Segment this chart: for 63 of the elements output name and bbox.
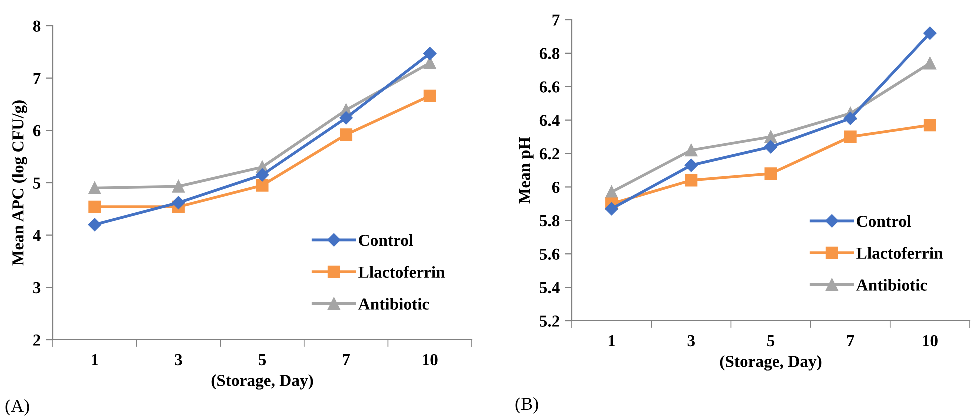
point (924, 26, 937, 40)
point (256, 179, 269, 192)
point (924, 57, 936, 70)
y-tick-label: 4 (33, 230, 41, 242)
point (424, 47, 437, 60)
legend-label: Antibiotic (856, 279, 928, 291)
y-axis-title: Mean APC (log CFU/g) (12, 100, 28, 266)
point (172, 196, 186, 210)
y-tick-label: 3 (33, 282, 41, 294)
point (88, 200, 102, 214)
x-tick-label: 1 (92, 354, 98, 366)
point (88, 218, 102, 232)
point (764, 130, 778, 144)
y-tick-label: 6 (552, 182, 560, 194)
point (685, 174, 698, 187)
point (685, 144, 698, 157)
y-tick-label: 6 (33, 125, 41, 137)
text: (A) (6, 399, 30, 416)
y-tick-label: 6.6 (540, 82, 560, 93)
x-tick-label: 10 (923, 335, 938, 347)
x-axis-title: (Storage, Day) (212, 374, 314, 390)
point (684, 158, 698, 172)
point (764, 168, 778, 180)
y-axis-title: Mean pH (519, 137, 534, 204)
y-tick-label: 8 (33, 20, 41, 32)
y-tick-label: 5.6 (540, 248, 560, 260)
y-tick-label: 6.8 (540, 48, 560, 60)
y-tick-label: 7 (34, 73, 41, 84)
point (424, 90, 436, 102)
point (764, 140, 778, 154)
point (844, 130, 857, 144)
legend-label: Control (857, 215, 912, 228)
x-tick-label: 5 (259, 354, 266, 366)
point (605, 202, 618, 216)
point (340, 128, 353, 142)
y-tick-label: 5.8 (540, 215, 560, 227)
x-tick-label: 5 (768, 336, 775, 347)
point (924, 119, 936, 132)
legend-label: Llactoferrin (358, 266, 446, 278)
text: (B) (516, 397, 538, 414)
y-tick-label: 6.2 (540, 148, 560, 160)
point (606, 186, 618, 198)
x-tick-label: 3 (688, 335, 695, 347)
legend-label: Llactoferrin (856, 247, 944, 260)
point (256, 168, 270, 182)
x-tick-label: 7 (847, 336, 854, 346)
x-tick-label: 10 (423, 354, 438, 366)
y-tick-label: 7 (552, 14, 560, 26)
x-tick-label: 3 (175, 354, 182, 366)
x-axis-title: (Storage, Day) (720, 356, 822, 371)
point (88, 182, 102, 194)
y-tick-label: 5.2 (540, 316, 560, 328)
x-tick-label: 7 (343, 354, 350, 366)
legend-label: Antibiotic (358, 298, 430, 310)
y-tick-label: 5 (34, 178, 41, 189)
point (340, 112, 353, 125)
point (172, 180, 185, 193)
legend-label: Control (359, 234, 414, 246)
y-tick-label: 2 (34, 334, 40, 346)
y-tick-label: 5.4 (540, 282, 560, 294)
y-tick-label: 6.4 (540, 115, 560, 126)
point (844, 112, 858, 126)
x-tick-label: 1 (608, 335, 616, 346)
